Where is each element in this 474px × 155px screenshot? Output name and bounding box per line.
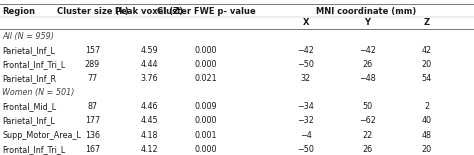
Text: 4.18: 4.18 (141, 131, 158, 140)
Text: 4.12: 4.12 (140, 145, 158, 154)
Text: 167: 167 (85, 145, 100, 154)
Text: Frontal_Inf_Tri_L: Frontal_Inf_Tri_L (2, 145, 65, 154)
Text: 0.000: 0.000 (195, 46, 218, 55)
Text: 50: 50 (362, 102, 373, 111)
Text: −4: −4 (300, 131, 311, 140)
Text: All (N = 959): All (N = 959) (2, 32, 54, 41)
Text: X: X (302, 18, 309, 27)
Text: 48: 48 (421, 131, 432, 140)
Text: −42: −42 (359, 46, 376, 55)
Text: 87: 87 (87, 102, 98, 111)
Text: 289: 289 (85, 60, 100, 69)
Text: 42: 42 (421, 46, 432, 55)
Text: Region: Region (2, 7, 36, 16)
Text: Parietal_Inf_R: Parietal_Inf_R (2, 74, 56, 83)
Text: Peak voxel (Z): Peak voxel (Z) (115, 7, 183, 16)
Text: Frontal_Inf_Tri_L: Frontal_Inf_Tri_L (2, 60, 65, 69)
Text: 0.000: 0.000 (195, 145, 218, 154)
Text: Women (N = 501): Women (N = 501) (2, 88, 75, 97)
Text: 22: 22 (362, 131, 373, 140)
Text: 0.001: 0.001 (195, 131, 218, 140)
Text: Parietal_Inf_L: Parietal_Inf_L (2, 46, 55, 55)
Text: 26: 26 (362, 60, 373, 69)
Text: 157: 157 (85, 46, 100, 55)
Text: −32: −32 (297, 116, 314, 125)
Text: −50: −50 (297, 60, 314, 69)
Text: 3.76: 3.76 (140, 74, 158, 83)
Text: −42: −42 (297, 46, 314, 55)
Text: −62: −62 (359, 116, 376, 125)
Text: 4.44: 4.44 (141, 60, 158, 69)
Text: Cluster size (k): Cluster size (k) (56, 7, 128, 16)
Text: −50: −50 (297, 145, 314, 154)
Text: 20: 20 (421, 60, 432, 69)
Text: 0.000: 0.000 (195, 116, 218, 125)
Text: Parietal_Inf_L: Parietal_Inf_L (2, 116, 55, 125)
Text: 136: 136 (85, 131, 100, 140)
Text: 0.000: 0.000 (195, 60, 218, 69)
Text: 40: 40 (421, 116, 432, 125)
Text: Y: Y (365, 18, 370, 27)
Text: 0.021: 0.021 (195, 74, 218, 83)
Text: 4.46: 4.46 (141, 102, 158, 111)
Text: MNI coordinate (mm): MNI coordinate (mm) (316, 7, 416, 16)
Text: Frontal_Mid_L: Frontal_Mid_L (2, 102, 56, 111)
Text: 4.45: 4.45 (140, 116, 158, 125)
Text: 177: 177 (85, 116, 100, 125)
Text: Cluster FWE p- value: Cluster FWE p- value (157, 7, 255, 16)
Text: 54: 54 (421, 74, 432, 83)
Text: Z: Z (424, 18, 429, 27)
Text: 4.59: 4.59 (140, 46, 158, 55)
Text: −34: −34 (297, 102, 314, 111)
Text: 0.009: 0.009 (195, 102, 218, 111)
Text: 32: 32 (301, 74, 311, 83)
Text: 77: 77 (87, 74, 98, 83)
Text: 20: 20 (421, 145, 432, 154)
Text: 26: 26 (362, 145, 373, 154)
Text: Supp_Motor_Area_L: Supp_Motor_Area_L (2, 131, 81, 140)
Text: −48: −48 (359, 74, 376, 83)
Text: 2: 2 (424, 102, 429, 111)
